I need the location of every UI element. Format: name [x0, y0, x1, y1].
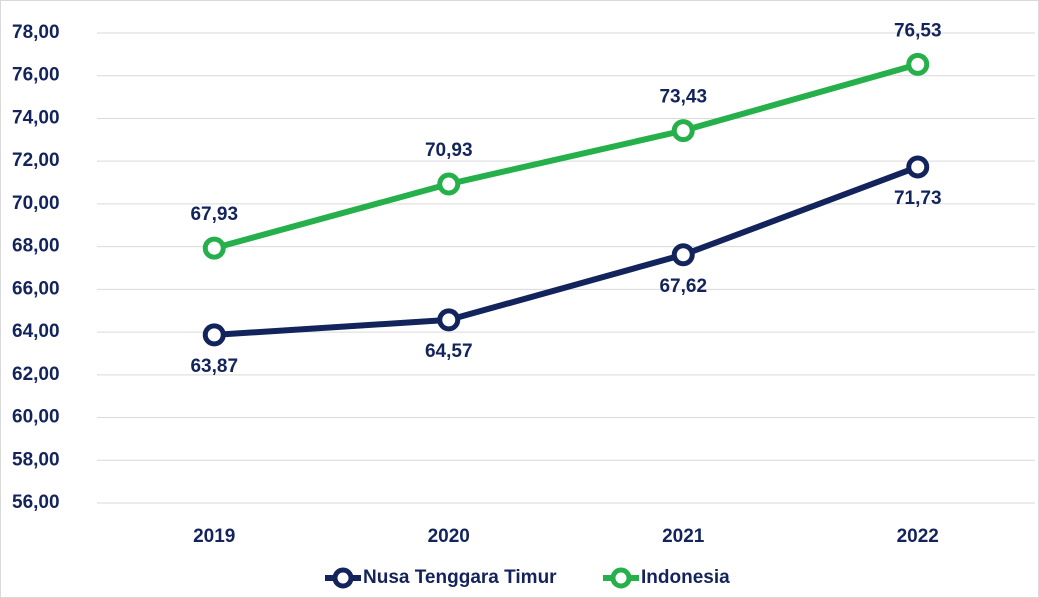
legend-label: Nusa Tenggara Timur	[363, 567, 557, 588]
legend-marker	[332, 567, 354, 589]
y-tick-label: 72,00	[12, 150, 60, 171]
data-label: 67,62	[659, 276, 707, 297]
y-tick-label: 74,00	[12, 107, 60, 128]
y-tick-label: 64,00	[12, 321, 60, 342]
point	[437, 308, 461, 332]
y-tick-label: 56,00	[12, 492, 60, 513]
point	[202, 236, 226, 260]
x-tick-label: 2021	[662, 526, 705, 547]
series-line	[213, 61, 919, 252]
y-tick-label: 68,00	[12, 236, 60, 257]
y-tick-label: 58,00	[12, 449, 60, 470]
y-tick-label: 78,00	[12, 22, 60, 43]
point	[906, 52, 930, 76]
y-tick-label: 60,00	[12, 407, 60, 428]
y-tick-label: 66,00	[12, 278, 60, 299]
data-label: 76,53	[894, 20, 942, 41]
point	[437, 172, 461, 196]
data-label: 73,43	[659, 87, 707, 108]
legend-label: Indonesia	[641, 567, 730, 588]
data-label: 63,87	[190, 356, 238, 377]
y-tick-label: 76,00	[12, 65, 60, 86]
series-line	[214, 164, 919, 338]
y-tick-label: 62,00	[12, 364, 60, 385]
point	[671, 243, 695, 267]
legend-marker	[610, 567, 632, 589]
data-label: 64,57	[425, 341, 473, 362]
data-label: 70,93	[425, 140, 473, 161]
y-tick-label: 70,00	[12, 193, 60, 214]
x-tick-label: 2019	[193, 526, 235, 547]
x-tick-label: 2022	[897, 526, 939, 547]
point	[671, 119, 695, 143]
point	[202, 323, 226, 347]
data-label: 67,93	[190, 204, 238, 225]
x-tick-label: 2020	[428, 526, 470, 547]
point	[906, 155, 930, 179]
data-label: 71,73	[894, 188, 942, 209]
